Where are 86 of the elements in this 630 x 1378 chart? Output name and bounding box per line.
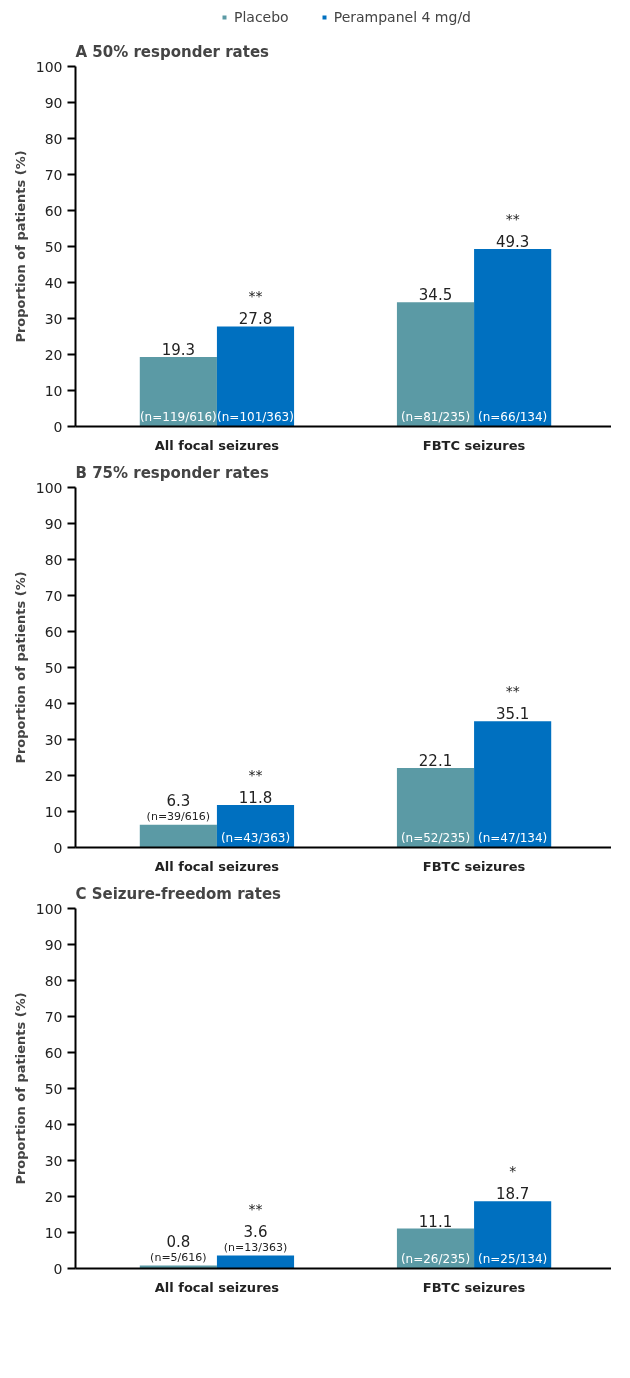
annotation: (n=13/363) <box>223 1240 288 1254</box>
y-tick-label: 0 <box>53 418 63 435</box>
data-label: 3.6 <box>243 1222 268 1241</box>
annotation: ** <box>248 1200 263 1217</box>
y-tick-label: 50 <box>44 659 63 676</box>
y-tick-label: 70 <box>44 166 63 183</box>
annotation: (n=119/616) <box>139 409 217 424</box>
annotation: (n=52/235) <box>400 830 471 845</box>
y-tick-label: 100 <box>35 479 63 496</box>
data-label: 11.1 <box>418 1212 453 1231</box>
x-tick-label: FBTC seizures <box>422 437 526 453</box>
data-label: 0.8 <box>166 1232 191 1251</box>
annotation: ** <box>505 211 520 228</box>
y-tick-label: 50 <box>44 238 63 255</box>
x-tick-label: All focal seizures <box>154 437 280 453</box>
data-label: 19.3 <box>161 341 196 360</box>
x-tick-label: FBTC seizures <box>422 858 526 874</box>
bar <box>474 1201 552 1269</box>
y-tick-label: 0 <box>53 839 63 856</box>
y-tick-label: 0 <box>53 1260 63 1277</box>
y-tick-label: 10 <box>44 382 63 399</box>
y-tick-label: 10 <box>44 1224 63 1241</box>
data-label: 34.5 <box>418 286 453 305</box>
y-tick-label: 40 <box>44 695 63 712</box>
bar <box>139 357 217 427</box>
bar <box>216 1255 295 1269</box>
y-tick-label: 60 <box>44 1044 63 1061</box>
y-tick-label: 20 <box>44 767 63 784</box>
data-label: 22.1 <box>418 751 453 770</box>
bar <box>396 767 475 848</box>
annotation: ** <box>248 288 263 305</box>
chart-title: A 50% responder rates <box>75 42 270 61</box>
y-tick-label: 100 <box>35 900 63 917</box>
y-tick-label: 50 <box>44 1080 63 1097</box>
annotation: (n=25/134) <box>478 1251 548 1266</box>
annotation: * <box>509 1163 517 1180</box>
annotation: (n=81/235) <box>400 409 471 424</box>
bar <box>396 302 475 427</box>
y-tick-label: 100 <box>35 58 63 75</box>
x-tick-label: All focal seizures <box>154 1279 280 1295</box>
y-tick-label: 40 <box>44 274 63 291</box>
y-tick-label: 70 <box>44 587 63 604</box>
chart-title: C Seizure-freedom rates <box>75 884 282 903</box>
data-label: 49.3 <box>495 233 530 252</box>
y-tick-label: 90 <box>44 94 63 111</box>
annotation: (n=43/363) <box>220 830 291 845</box>
y-tick-label: 70 <box>44 1008 63 1025</box>
y-tick-label: 20 <box>44 346 63 363</box>
annotation: (n=47/134) <box>478 830 548 845</box>
x-tick-label: FBTC seizures <box>422 1279 526 1295</box>
y-tick-label: 80 <box>44 130 63 147</box>
y-tick-label: 90 <box>44 515 63 532</box>
y-tick-label: 60 <box>44 202 63 219</box>
legend-label: Perampanel 4 mg/d <box>333 9 471 25</box>
y-tick-label: 80 <box>44 551 63 568</box>
annotation: (n=26/235) <box>400 1251 471 1266</box>
y-tick-label: 90 <box>44 936 63 953</box>
y-axis-title: Proportion of patients (%) <box>12 992 28 1185</box>
data-label: 27.8 <box>238 310 273 329</box>
annotation: ** <box>248 767 263 784</box>
annotation: (n=5/616) <box>150 1250 207 1264</box>
bar <box>139 824 217 848</box>
annotation: (n=39/616) <box>146 809 211 823</box>
y-axis-title: Proportion of patients (%) <box>12 150 28 343</box>
legend-label: Placebo <box>234 9 289 25</box>
bar <box>474 249 552 427</box>
annotation: (n=66/134) <box>478 409 548 424</box>
y-tick-label: 20 <box>44 1188 63 1205</box>
y-tick-label: 40 <box>44 1116 63 1133</box>
data-label: 18.7 <box>495 1185 530 1204</box>
y-tick-label: 80 <box>44 972 63 989</box>
bar <box>474 721 552 848</box>
data-label: 6.3 <box>166 791 191 810</box>
bar <box>216 326 295 427</box>
data-label: 11.8 <box>238 789 273 808</box>
chart-title: B 75% responder rates <box>75 463 269 482</box>
y-tick-label: 30 <box>44 310 63 327</box>
annotation: ** <box>505 683 520 700</box>
annotation: (n=101/363) <box>217 409 294 424</box>
y-tick-label: 30 <box>44 731 63 748</box>
y-axis-title: Proportion of patients (%) <box>12 571 28 764</box>
data-label: 35.1 <box>495 705 530 724</box>
x-tick-label: All focal seizures <box>154 858 280 874</box>
y-tick-label: 10 <box>44 803 63 820</box>
y-tick-label: 60 <box>44 623 63 640</box>
y-tick-label: 30 <box>44 1152 63 1169</box>
